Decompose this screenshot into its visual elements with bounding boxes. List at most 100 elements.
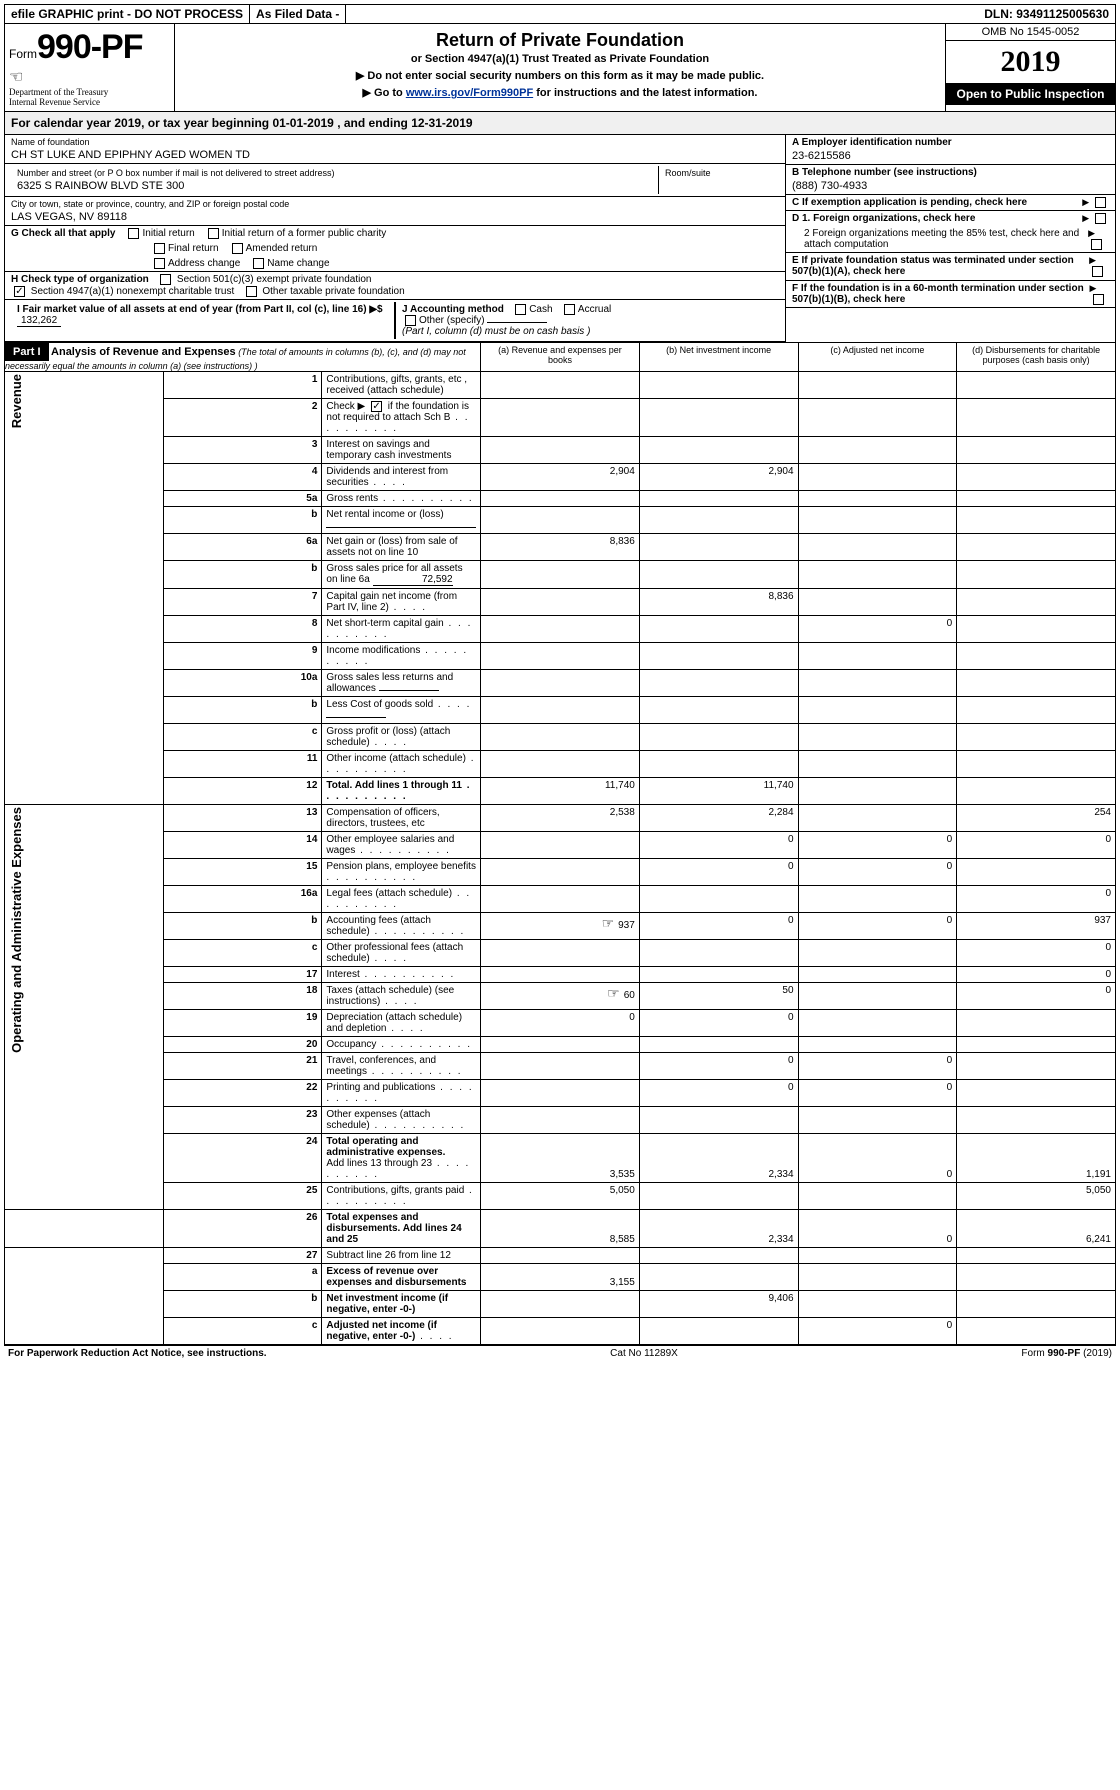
- row-num: 9: [163, 643, 322, 670]
- j-other-input[interactable]: [487, 322, 547, 323]
- irs-link[interactable]: www.irs.gov/Form990PF: [406, 87, 533, 99]
- cell-value: 2,904: [481, 464, 640, 491]
- cell-value: 0: [957, 983, 1116, 1010]
- as-filed: As Filed Data -: [250, 5, 346, 23]
- g-label: G Check all that apply: [11, 228, 115, 239]
- header-left: Form 990-PF ☜ Department of the Treasury…: [5, 24, 175, 111]
- h-501c3-label: Section 501(c)(3) exempt private foundat…: [177, 275, 372, 286]
- d2-label: 2 Foreign organizations meeting the 85% …: [792, 228, 1088, 250]
- j-label: J Accounting method: [402, 304, 504, 315]
- cell-value: 2,284: [639, 805, 798, 832]
- checkbox-4947[interactable]: [14, 286, 25, 297]
- j-other-label: Other (specify): [419, 315, 485, 326]
- checkbox-name-change[interactable]: [253, 258, 264, 269]
- row-desc: Compensation of officers, directors, tru…: [322, 805, 481, 832]
- cell-value: 0: [798, 1134, 957, 1183]
- table-row: 17Interest0: [5, 967, 1116, 983]
- cell-value: 0: [639, 1080, 798, 1107]
- part1-title: Analysis of Revenue and Expenses: [51, 346, 236, 358]
- cell-value: 0: [639, 832, 798, 859]
- row-num: 27: [163, 1248, 322, 1264]
- form-word: Form: [9, 47, 37, 61]
- address: 6325 S RAINBOW BLVD STE 300: [17, 178, 652, 192]
- cell-value: 2,334: [639, 1134, 798, 1183]
- checkbox-501c3[interactable]: [160, 274, 171, 285]
- cell-value: 0: [957, 832, 1116, 859]
- d1-label: D 1. Foreign organizations, check here: [792, 213, 975, 224]
- table-row: 22Printing and publications00: [5, 1080, 1116, 1107]
- row-num: c: [163, 940, 322, 967]
- checkbox-schb[interactable]: [371, 401, 382, 412]
- form-subtitle: or Section 4947(a)(1) Trust Treated as P…: [183, 53, 937, 65]
- checkbox-accrual[interactable]: [564, 304, 575, 315]
- row-desc: Capital gain net income (from Part IV, l…: [322, 589, 481, 616]
- table-row: 21Travel, conferences, and meetings00: [5, 1053, 1116, 1080]
- checkbox-amended[interactable]: [232, 243, 243, 254]
- checkbox-initial[interactable]: [128, 228, 139, 239]
- checkbox-f[interactable]: [1093, 294, 1104, 305]
- table-row: 23Other expenses (attach schedule): [5, 1107, 1116, 1134]
- row-desc: Taxes (attach schedule) (see instruction…: [322, 983, 481, 1010]
- hand-icon[interactable]: [602, 920, 619, 931]
- table-row: cOther professional fees (attach schedul…: [5, 940, 1116, 967]
- cell-value: 0: [798, 616, 957, 643]
- header-center: Return of Private Foundation or Section …: [175, 24, 945, 111]
- phone-value: (888) 730-4933: [792, 178, 1109, 192]
- hand-icon[interactable]: [607, 990, 624, 1001]
- revenue-side-label: Revenue: [9, 374, 24, 428]
- cell-value: 0: [798, 1080, 957, 1107]
- amended-return-label: Amended return: [246, 243, 318, 254]
- table-row: bNet investment income (if negative, ent…: [5, 1291, 1116, 1318]
- city-cell: City or town, state or province, country…: [5, 197, 785, 226]
- row-desc: Subtract line 26 from line 12: [322, 1248, 481, 1264]
- table-row: 6aNet gain or (loss) from sale of assets…: [5, 534, 1116, 561]
- d-cell: D 1. Foreign organizations, check here 2…: [786, 211, 1115, 253]
- cal-begin: 01-01-2019: [272, 116, 333, 130]
- initial-former-label: Initial return of a former public charit…: [222, 228, 387, 239]
- checkbox-d1[interactable]: [1095, 213, 1106, 224]
- cell-value: 0: [957, 886, 1116, 913]
- checkbox-addr-change[interactable]: [154, 258, 165, 269]
- ein-cell: A Employer identification number 23-6215…: [786, 135, 1115, 165]
- checkbox-j-other[interactable]: [405, 315, 416, 326]
- row-desc: Other employee salaries and wages: [322, 832, 481, 859]
- line10a-input[interactable]: [379, 690, 439, 691]
- row-desc: Less Cost of goods sold: [322, 697, 481, 724]
- cell-value: 8,836: [481, 534, 640, 561]
- row-num: b: [163, 913, 322, 940]
- checkbox-e[interactable]: [1092, 266, 1103, 277]
- row-num: 18: [163, 983, 322, 1010]
- cell-value: 0: [957, 967, 1116, 983]
- col-d-header: (d) Disbursements for charitable purpose…: [957, 342, 1116, 371]
- checkbox-d2[interactable]: [1091, 239, 1102, 250]
- row-desc: Depreciation (attach schedule) and deple…: [322, 1010, 481, 1037]
- row-num: c: [163, 724, 322, 751]
- form-instr1: ▶ Do not enter social security numbers o…: [183, 69, 937, 82]
- cell-value: 11,740: [639, 778, 798, 805]
- line5b-input[interactable]: [326, 527, 476, 528]
- line10b-input[interactable]: [326, 717, 386, 718]
- expenses-side-label: Operating and Administrative Expenses: [9, 807, 24, 1053]
- cell-value: 2,904: [639, 464, 798, 491]
- i-value: 132,262: [17, 315, 61, 327]
- checkbox-final[interactable]: [154, 243, 165, 254]
- cell-value: 0: [957, 940, 1116, 967]
- row-num: a: [163, 1264, 322, 1291]
- initial-return-label: Initial return: [142, 228, 194, 239]
- checkbox-other-taxable[interactable]: [246, 286, 257, 297]
- row-desc: Interest on savings and temporary cash i…: [322, 437, 481, 464]
- row-desc: Net gain or (loss) from sale of assets n…: [322, 534, 481, 561]
- row-num: 15: [163, 859, 322, 886]
- cell-value: 254: [957, 805, 1116, 832]
- e-label: E If private foundation status was termi…: [792, 255, 1089, 277]
- h-check-row: H Check type of organization Section 501…: [5, 272, 785, 299]
- checkbox-c[interactable]: [1095, 197, 1106, 208]
- footer-mid: Cat No 11289X: [610, 1348, 678, 1359]
- row-desc: Occupancy: [322, 1037, 481, 1053]
- checkbox-cash[interactable]: [515, 304, 526, 315]
- cell-value: 937: [618, 920, 635, 931]
- cell-value: 1,191: [957, 1134, 1116, 1183]
- table-row: 9Income modifications: [5, 643, 1116, 670]
- checkbox-initial-former[interactable]: [208, 228, 219, 239]
- row-num: 2: [163, 398, 322, 436]
